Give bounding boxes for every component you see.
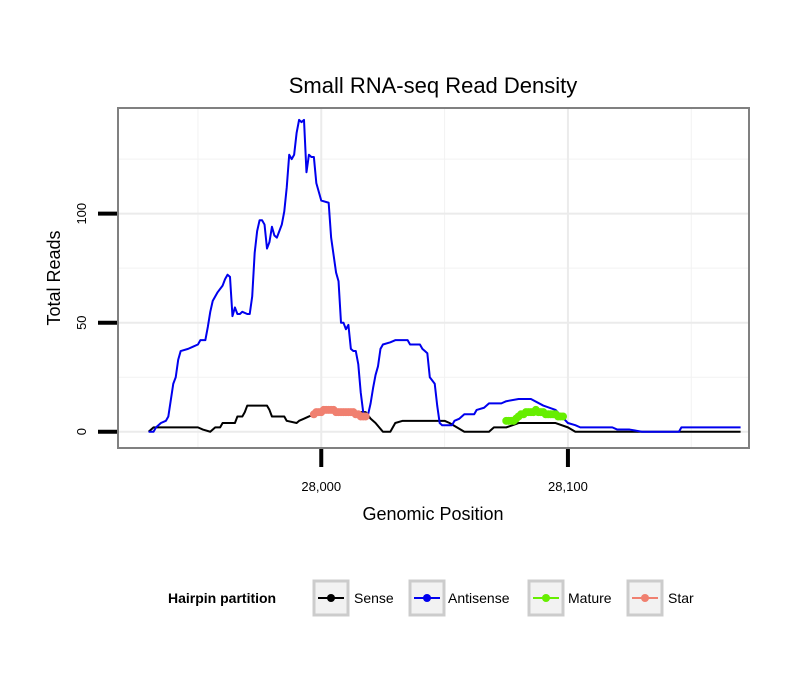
- y-tick-label: 100: [74, 203, 89, 225]
- series-points-star: [309, 405, 370, 421]
- legend: Hairpin partition Sense Antisense Mature St…: [168, 579, 694, 617]
- legend-label-antisense: Antisense: [448, 590, 510, 606]
- legend-key-point: [423, 594, 431, 602]
- legend-key-point: [641, 594, 649, 602]
- series-line-antisense: [148, 118, 741, 433]
- x-tick-label: 28,000: [301, 479, 341, 494]
- legend-label-mature: Mature: [568, 590, 612, 606]
- y-axis-label: Total Reads: [44, 230, 64, 325]
- legend-label-star: Star: [668, 590, 694, 606]
- legend-key-point: [542, 594, 550, 602]
- y-tick-label: 0: [74, 428, 89, 435]
- series-line-sense: [147, 404, 741, 433]
- data-point-mature: [559, 412, 567, 421]
- chart-title: Small RNA-seq Read Density: [289, 73, 578, 98]
- grid: [119, 109, 748, 447]
- series-points-mature: [502, 405, 567, 425]
- y-axis: 0 50 100: [74, 203, 117, 435]
- series-layer: [147, 118, 741, 433]
- legend-item-mature: Mature: [527, 579, 612, 617]
- legend-item-antisense: Antisense: [408, 579, 510, 617]
- legend-key-point: [327, 594, 335, 602]
- legend-item-sense: Sense: [312, 579, 394, 617]
- x-axis: 28,000 28,100: [301, 449, 588, 494]
- x-tick-label: 28,100: [548, 479, 588, 494]
- legend-item-star: Star: [626, 579, 694, 617]
- plot-frame: [117, 107, 750, 449]
- x-axis-label: Genomic Position: [362, 504, 503, 524]
- data-point-star: [361, 412, 370, 421]
- y-tick-label: 50: [74, 315, 89, 329]
- legend-label-sense: Sense: [354, 590, 394, 606]
- legend-title: Hairpin partition: [168, 590, 276, 606]
